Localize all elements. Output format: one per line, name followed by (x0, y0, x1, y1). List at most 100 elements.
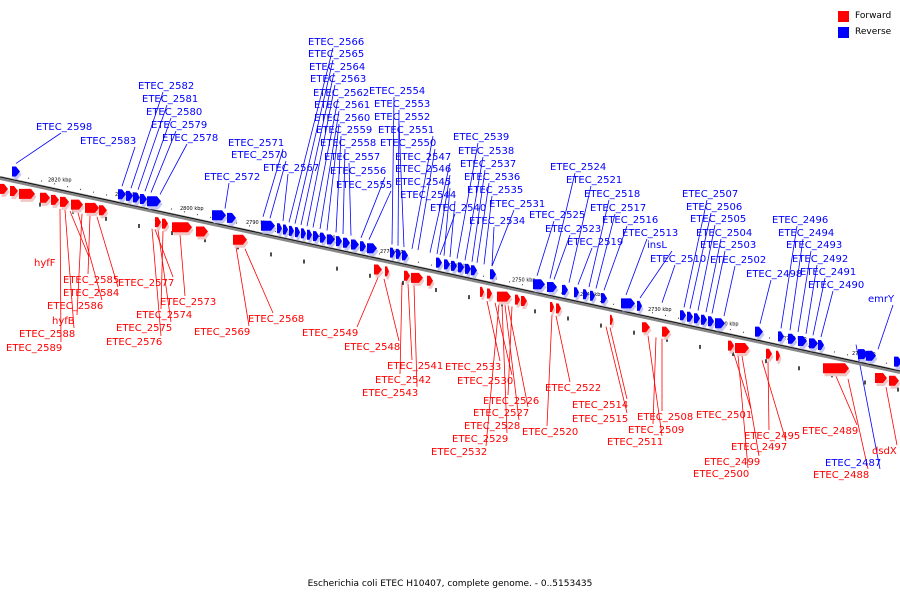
forward-gene-label: ETEC_2584 (63, 288, 119, 299)
reverse-gene (126, 190, 135, 204)
scale-tick-label: 2750 kbp (512, 278, 536, 284)
forward-gene (85, 202, 101, 216)
forward-gene-label-leader (835, 376, 858, 426)
forward-gene-label-leader (235, 246, 250, 327)
forward-gene (196, 226, 210, 240)
reverse-gene-label-leader (697, 224, 716, 311)
reverse-gene-label-leader (335, 135, 342, 233)
reverse-gene-label-leader (288, 47, 334, 223)
forward-gene (40, 192, 52, 206)
reverse-gene-label: ETEC_2564 (309, 62, 365, 73)
reverse-gene-label: ETEC_2506 (686, 202, 742, 213)
reverse-gene (140, 193, 149, 207)
genome-caption: Escherichia coli ETEC H10407, complete g… (307, 579, 593, 589)
forward-gene (99, 205, 109, 219)
forward-gene-label: ETEC_2542 (375, 375, 431, 386)
reverse-gene-label-leader (306, 84, 336, 227)
reverse-gene-label: ETEC_2525 (529, 210, 585, 221)
reverse-gene-label-leader (491, 209, 515, 267)
reverse-gene-label-leader (797, 250, 812, 333)
reverse-gene (708, 316, 716, 330)
scale-tick-label: 2800 kbp (180, 206, 204, 212)
reverse-gene (307, 229, 314, 243)
reverse-gene (818, 340, 826, 354)
forward-gene-label-leader (413, 285, 418, 388)
forward-swatch (838, 10, 849, 22)
forward-gene (875, 372, 889, 386)
reverse-gene-label-leader (820, 290, 834, 338)
reverse-gene (894, 356, 900, 370)
reverse-gene (809, 338, 820, 352)
reverse-gene-label-leader (443, 187, 451, 256)
reverse-gene-label: ETEC_2492 (792, 254, 848, 265)
reverse-gene-label: ETEC_2538 (458, 146, 514, 157)
forward-gene (480, 286, 486, 300)
forward-gene (19, 188, 37, 202)
reverse-gene-label: ETEC_2517 (590, 203, 646, 214)
forward-gene (521, 295, 529, 309)
forward-gene-label-leader (733, 354, 752, 410)
forward-gene-label-leader (741, 355, 760, 457)
reverse-gene (396, 248, 403, 262)
forward-gene-label-leader (609, 327, 628, 400)
reverse-gene-label-leader (436, 174, 451, 255)
reverse-gene-label-leader (417, 148, 436, 251)
forward-leader-lines (59, 208, 898, 470)
reverse-gene-label-leader (759, 279, 772, 324)
forward-gene-label: ETEC_2548 (344, 342, 400, 353)
forward-gene (374, 264, 384, 278)
reverse-gene-label-leader (312, 98, 339, 228)
forward-gene (735, 342, 751, 356)
reverse-gene-label-leader (150, 130, 177, 193)
reverse-gene (367, 243, 379, 257)
reverse-gene (343, 237, 352, 251)
reverse-gene (574, 287, 581, 301)
reverse-gene (390, 247, 397, 261)
forward-gene (487, 288, 494, 302)
gene-features (0, 166, 900, 389)
forward-gene-label: ETEC_2489 (802, 426, 858, 437)
reverse-gene (778, 331, 786, 345)
forward-gene-label-leader (96, 216, 119, 288)
forward-gene (766, 348, 774, 362)
forward-gene-label: ETEC_2488 (813, 470, 869, 481)
forward-gene (610, 314, 615, 328)
reverse-gene-label-leader (348, 162, 352, 236)
reverse-gene-label-leader (439, 213, 456, 256)
reverse-gene-label: ETEC_2562 (313, 88, 369, 99)
reverse-gene-label: ETEC_2558 (320, 138, 376, 149)
forward-gene (823, 363, 851, 377)
reverse-gene-label: ETEC_2563 (310, 74, 366, 85)
scale-tick-label: 2720 kbp (715, 321, 739, 327)
reverse-gene-label-leader (294, 59, 334, 224)
reverse-gene-label: emrY (868, 294, 895, 305)
forward-gene-label-leader (64, 209, 75, 329)
reverse-gene-label: ETEC_2544 (400, 190, 456, 201)
reverse-gene (313, 231, 321, 245)
gene-labels: ETEC_2598 ETEC_2583 ETEC_2582 ETEC_2581 ETEC… (6, 37, 897, 481)
reverse-gene-label: ETEC_2550 (380, 138, 436, 149)
forward-gene (889, 375, 900, 389)
reverse-gene-label: ETEC_2519 (567, 237, 623, 248)
forward-gene (155, 217, 163, 231)
reverse-gene-label: ETEC_2537 (460, 159, 516, 170)
reverse-gene-label-leader (342, 148, 346, 234)
forward-gene-label: ETEC_2514 (572, 400, 628, 411)
forward-gene-label-leader (885, 386, 898, 446)
forward-gene-label: ETEC_2575 (116, 323, 172, 334)
reverse-gene-label-leader (429, 162, 451, 253)
reverse-gene (715, 318, 727, 332)
reverse-gene (261, 220, 277, 234)
forward-gene (556, 303, 563, 317)
reverse-gene (402, 250, 410, 264)
forward-gene-label-leader (154, 229, 174, 278)
reverse-gene-label-leader (639, 250, 673, 299)
reverse-gene-label-leader (805, 264, 818, 334)
reverse-gene (12, 166, 22, 180)
forward-gene-label-leader (605, 326, 628, 414)
reverse-gene-label-leader (224, 182, 230, 209)
reverse-leader-lines (15, 47, 894, 470)
reverse-gene-label-leader (476, 182, 490, 263)
forward-gene (728, 340, 736, 354)
